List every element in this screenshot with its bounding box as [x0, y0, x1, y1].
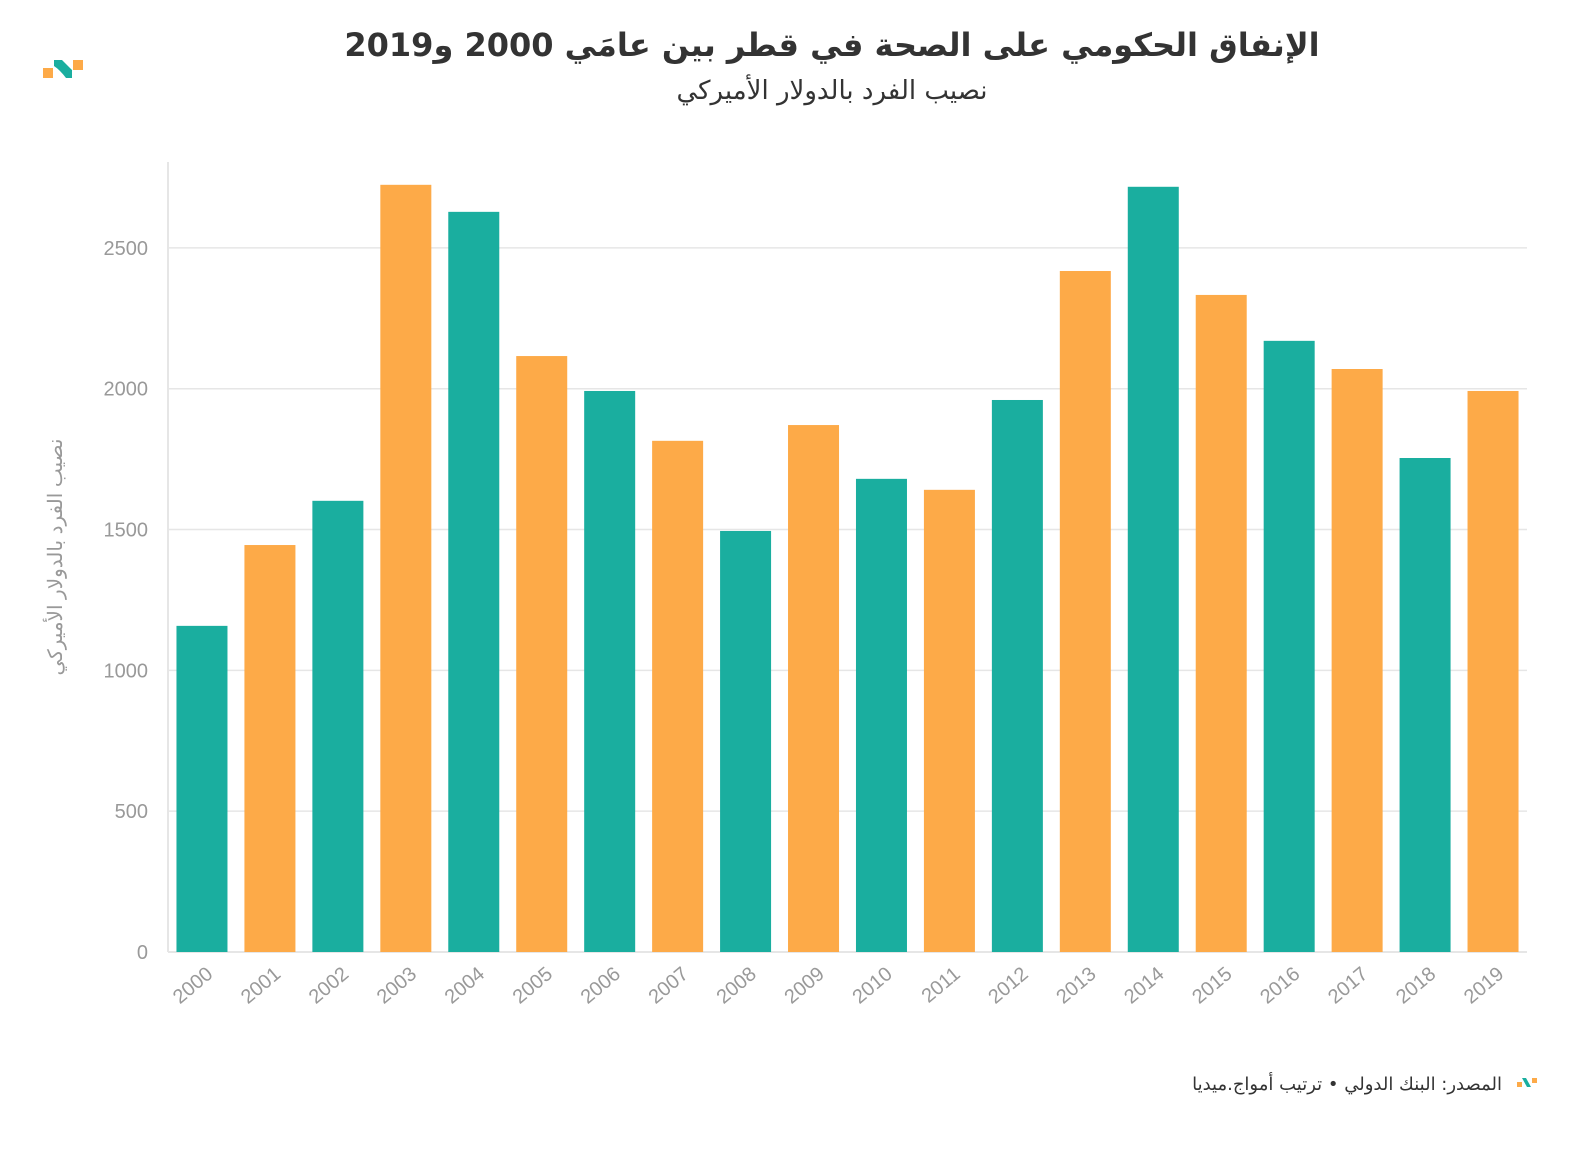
bar-2009: [788, 425, 840, 952]
x-tick-label: 2015: [1188, 963, 1236, 1008]
bar-2002: [312, 500, 364, 952]
bar-2012: [991, 399, 1043, 953]
bar-2004: [448, 211, 500, 952]
x-tick-label: 2004: [441, 963, 489, 1008]
x-tick-label: 2017: [1324, 963, 1372, 1008]
x-tick-label: 2008: [713, 963, 761, 1008]
x-tick-label: 2002: [305, 963, 353, 1008]
x-tick-label: 2009: [781, 963, 829, 1008]
y-tick-label: 500: [115, 801, 148, 823]
y-tick-label: 2500: [104, 238, 149, 260]
bar-2019: [1467, 390, 1519, 952]
x-tick-label: 2001: [237, 963, 285, 1008]
y-tick-label: 1500: [104, 520, 149, 542]
x-tick-label: 2018: [1392, 963, 1440, 1008]
x-tick-label: 2005: [509, 963, 557, 1008]
x-tick-label: 2010: [848, 963, 896, 1008]
bar-2017: [1331, 369, 1383, 952]
y-tick-label: 0: [137, 942, 148, 964]
x-tick-label: 2012: [984, 963, 1032, 1008]
x-tick-label: 2014: [1120, 963, 1168, 1008]
bar-2016: [1263, 340, 1315, 952]
bar-2013: [1059, 270, 1111, 953]
x-tick-label: 2003: [373, 963, 421, 1008]
bar-2008: [720, 530, 772, 952]
bar-2006: [584, 390, 636, 952]
bar-2003: [380, 184, 432, 952]
y-tick-label: 2000: [104, 379, 149, 401]
bar-2015: [1195, 294, 1247, 952]
bar-2001: [244, 545, 296, 952]
x-tick-label: 2019: [1460, 963, 1508, 1008]
bar-2018: [1399, 458, 1451, 952]
bar-2000: [176, 625, 228, 952]
bar-2007: [652, 440, 704, 952]
bar-2011: [923, 489, 975, 952]
x-tick-label: 2011: [918, 963, 965, 1008]
bar-2005: [516, 356, 568, 952]
y-axis-label: نصيب الفرد بالدولار الأميركي: [42, 439, 67, 676]
chart-title: الإنفاق الحكومي على الصحة في قطر بين عام…: [344, 26, 1320, 64]
x-tick-label: 2016: [1256, 963, 1304, 1008]
bar-2010: [855, 478, 907, 952]
y-tick-label: 1000: [104, 660, 149, 682]
chart-subtitle: نصيب الفرد بالدولار الأميركي: [676, 76, 988, 106]
x-tick-label: 2000: [169, 963, 217, 1008]
x-tick-label: 2007: [645, 963, 693, 1008]
bar-2014: [1127, 186, 1179, 953]
x-tick-label: 2013: [1052, 963, 1100, 1008]
x-tick-label: 2006: [577, 963, 625, 1008]
source-note: المصدر: البنك الدولي • ترتيب أمواج.ميديا: [1192, 1074, 1502, 1095]
